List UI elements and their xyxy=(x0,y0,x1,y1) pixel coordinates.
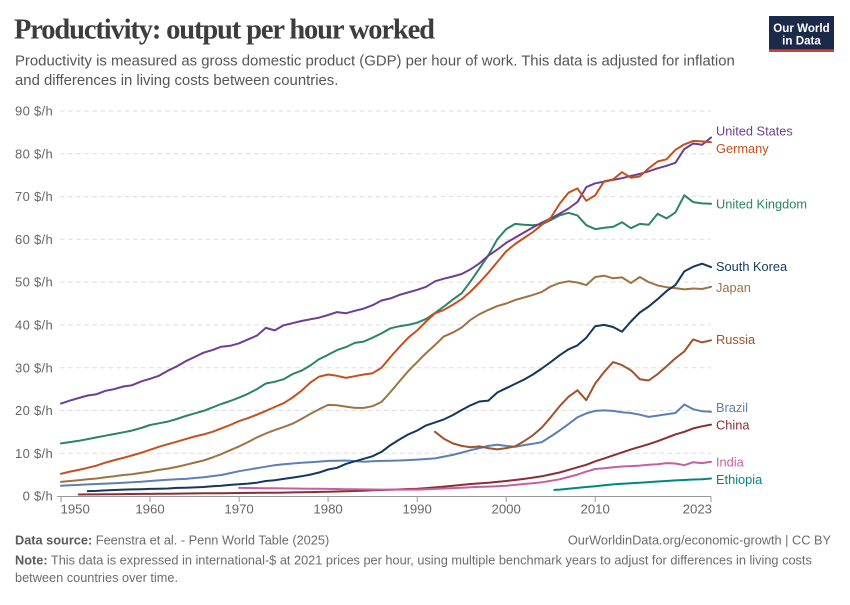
svg-text:50 $/h: 50 $/h xyxy=(15,275,53,290)
svg-text:2000: 2000 xyxy=(492,502,521,517)
svg-text:1950: 1950 xyxy=(61,502,90,517)
svg-text:90 $/h: 90 $/h xyxy=(15,104,53,119)
svg-text:Russia: Russia xyxy=(716,332,756,347)
svg-text:Japan: Japan xyxy=(716,280,751,295)
svg-text:0 $/h: 0 $/h xyxy=(23,489,53,504)
svg-text:United Kingdom: United Kingdom xyxy=(716,196,807,211)
svg-text:between countries over time.: between countries over time. xyxy=(15,570,178,585)
svg-text:1960: 1960 xyxy=(135,502,164,517)
svg-text:Data source: Feenstra et al. -: Data source: Feenstra et al. - Penn Worl… xyxy=(15,533,329,548)
svg-text:Germany: Germany xyxy=(716,141,769,156)
svg-text:2010: 2010 xyxy=(581,502,610,517)
svg-text:40 $/h: 40 $/h xyxy=(15,318,53,333)
svg-text:Ethiopia: Ethiopia xyxy=(716,472,763,487)
svg-text:1990: 1990 xyxy=(403,502,432,517)
svg-text:South Korea: South Korea xyxy=(716,259,788,274)
svg-text:India: India xyxy=(716,454,745,469)
svg-text:Productivity is measured as gr: Productivity is measured as gross domest… xyxy=(15,54,735,70)
svg-text:OurWorldinData.org/economic-gr: OurWorldinData.org/economic-growth | CC … xyxy=(568,533,832,548)
svg-text:Note: This data is expressed i: Note: This data is expressed in internat… xyxy=(15,553,812,568)
svg-text:2023: 2023 xyxy=(683,502,712,517)
svg-text:China: China xyxy=(716,417,750,432)
svg-text:Productivity: output per hour: Productivity: output per hour worked xyxy=(14,15,435,46)
svg-text:80 $/h: 80 $/h xyxy=(15,146,53,161)
svg-text:1980: 1980 xyxy=(313,502,342,517)
svg-text:United States: United States xyxy=(716,123,793,138)
svg-text:10 $/h: 10 $/h xyxy=(15,446,53,461)
svg-text:Brazil: Brazil xyxy=(716,400,748,415)
svg-text:in Data: in Data xyxy=(782,35,821,48)
svg-text:60 $/h: 60 $/h xyxy=(15,232,53,247)
svg-text:30 $/h: 30 $/h xyxy=(15,360,53,375)
svg-text:20 $/h: 20 $/h xyxy=(15,403,53,418)
svg-text:1970: 1970 xyxy=(224,502,253,517)
svg-text:70 $/h: 70 $/h xyxy=(15,189,53,204)
svg-text:Our World: Our World xyxy=(773,22,829,35)
svg-text:and differences in living cost: and differences in living costs between … xyxy=(15,73,338,89)
